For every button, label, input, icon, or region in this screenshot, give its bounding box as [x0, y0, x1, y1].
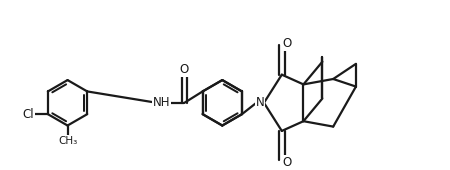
Text: NH: NH [153, 96, 170, 109]
Text: O: O [283, 37, 292, 50]
Text: O: O [180, 63, 189, 76]
Text: N: N [256, 96, 265, 109]
Text: CH₃: CH₃ [58, 136, 77, 146]
Text: O: O [283, 156, 292, 169]
Text: Cl: Cl [22, 108, 34, 121]
